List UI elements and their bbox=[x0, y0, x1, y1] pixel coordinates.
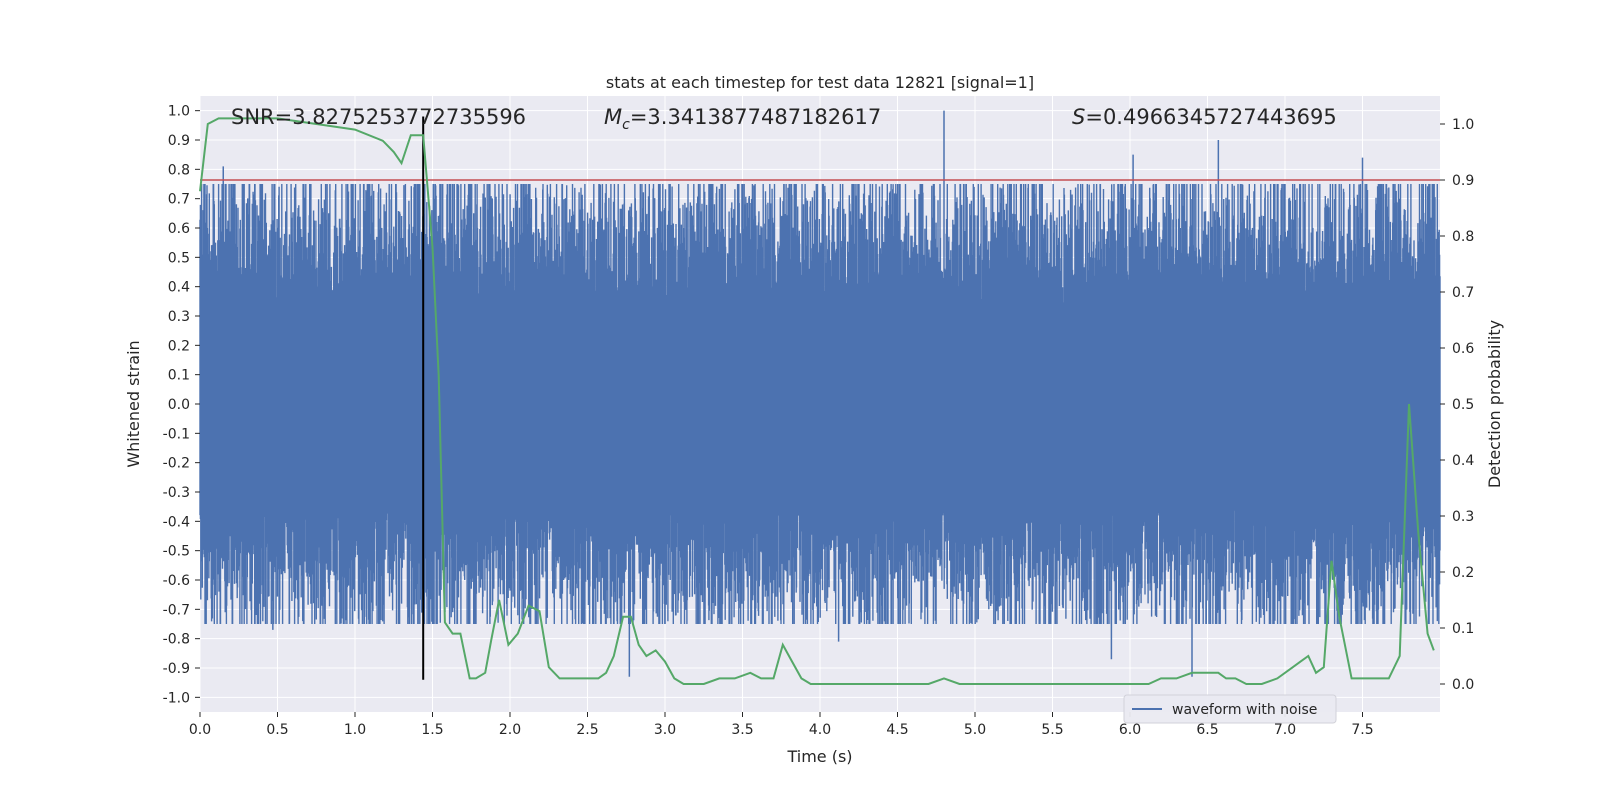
y-tick-label: 0.0 bbox=[168, 397, 190, 413]
x-tick-label: 3.5 bbox=[731, 722, 753, 738]
waveform-trace bbox=[199, 184, 1441, 624]
y-tick-label: 0.4 bbox=[168, 280, 190, 296]
right-y-axis-label: Detection probability bbox=[1485, 320, 1504, 488]
s-value: =0.4966345727443695 bbox=[1085, 105, 1336, 129]
y-tick-label: 0.5 bbox=[168, 250, 190, 266]
y-tick-label: -0.6 bbox=[163, 573, 190, 589]
x-tick-label: 5.5 bbox=[1041, 722, 1063, 738]
legend: waveform with noise bbox=[1123, 694, 1337, 724]
y-tick-label: -0.7 bbox=[163, 602, 190, 618]
chirp-mass-symbol: M bbox=[604, 105, 622, 129]
y-tick-label: -0.4 bbox=[163, 514, 190, 530]
s-annotation: S=0.4966345727443695 bbox=[1072, 105, 1337, 129]
right-y-tick-label: 0.2 bbox=[1452, 565, 1474, 581]
y-tick-label: 0.9 bbox=[168, 133, 190, 149]
x-tick-label: 4.0 bbox=[809, 722, 831, 738]
x-tick-label: 6.5 bbox=[1196, 722, 1218, 738]
x-tick-label: 6.0 bbox=[1119, 722, 1141, 738]
right-y-tick-label: 0.1 bbox=[1452, 621, 1474, 637]
x-tick-label: 0.5 bbox=[266, 722, 288, 738]
chart-title: stats at each timestep for test data 128… bbox=[606, 73, 1034, 92]
s-symbol: S bbox=[1072, 105, 1085, 129]
legend-box bbox=[1123, 694, 1337, 724]
right-y-tick-label: 0.0 bbox=[1452, 677, 1474, 693]
y-tick-label: -0.2 bbox=[163, 456, 190, 472]
y-tick-label: -0.8 bbox=[163, 632, 190, 648]
right-y-tick-label: 0.7 bbox=[1452, 285, 1474, 301]
y-tick-label: 0.1 bbox=[168, 368, 190, 384]
y-axis-ticks: 1.0 0.9 0.8 0.7 0.6 0.5 0.4 0.3 0.2 0.1 0.0 -0.1 -0.… bbox=[163, 104, 200, 706]
chirp-mass-annotation: Mc=3.3413877487182617 bbox=[604, 105, 881, 133]
y-tick-label: -0.5 bbox=[163, 544, 190, 560]
snr-annotation: SNR=3.8275253772735596 bbox=[231, 105, 526, 129]
right-y-tick-label: 1.0 bbox=[1452, 117, 1474, 133]
legend-label: waveform with noise bbox=[1172, 702, 1317, 718]
right-y-tick-label: 0.4 bbox=[1452, 453, 1474, 469]
right-y-tick-label: 0.6 bbox=[1452, 341, 1474, 357]
detection-probability-line bbox=[199, 117, 1435, 685]
right-y-tick-label: 0.3 bbox=[1452, 509, 1474, 525]
y-tick-label: -0.3 bbox=[163, 485, 190, 501]
y-tick-label: -0.1 bbox=[163, 426, 190, 442]
y-tick-label: 0.8 bbox=[168, 162, 190, 178]
x-tick-label: 4.5 bbox=[886, 722, 908, 738]
x-tick-label: 7.0 bbox=[1274, 722, 1296, 738]
right-y-tick-label: 0.5 bbox=[1452, 397, 1474, 413]
right-y-tick-label: 0.9 bbox=[1452, 173, 1474, 189]
y-tick-label: 0.6 bbox=[168, 221, 190, 237]
y-axis-label: Whitened strain bbox=[124, 340, 143, 467]
y-tick-label: 1.0 bbox=[168, 104, 190, 120]
y-tick-label: 0.7 bbox=[168, 192, 190, 208]
y-tick-label: -0.9 bbox=[163, 661, 190, 677]
x-tick-label: 1.0 bbox=[344, 722, 366, 738]
right-y-axis-ticks: 1.0 0.9 0.8 0.7 0.6 0.5 0.4 0.3 0.2 0.1 0.0 bbox=[1440, 117, 1474, 693]
x-tick-label: 1.5 bbox=[421, 722, 443, 738]
y-tick-label: 0.3 bbox=[168, 309, 190, 325]
x-axis-label: Time (s) bbox=[786, 747, 852, 766]
x-axis-ticks: 0.0 0.5 1.0 1.5 2.0 2.5 3.0 3.5 4.0 4.5 5.0 5.5 6.0 6… bbox=[189, 712, 1374, 738]
x-tick-label: 7.5 bbox=[1351, 722, 1373, 738]
y-tick-label: -1.0 bbox=[163, 690, 190, 706]
x-tick-label: 5.0 bbox=[964, 722, 986, 738]
chirp-mass-subscript: c bbox=[622, 117, 630, 133]
right-y-tick-label: 0.8 bbox=[1452, 229, 1474, 245]
x-tick-label: 2.0 bbox=[499, 722, 521, 738]
chirp-mass-value: =3.3413877487182617 bbox=[630, 105, 881, 129]
x-tick-label: 0.0 bbox=[189, 722, 211, 738]
x-tick-label: 2.5 bbox=[576, 722, 598, 738]
x-tick-label: 3.0 bbox=[654, 722, 676, 738]
y-tick-label: 0.2 bbox=[168, 338, 190, 354]
